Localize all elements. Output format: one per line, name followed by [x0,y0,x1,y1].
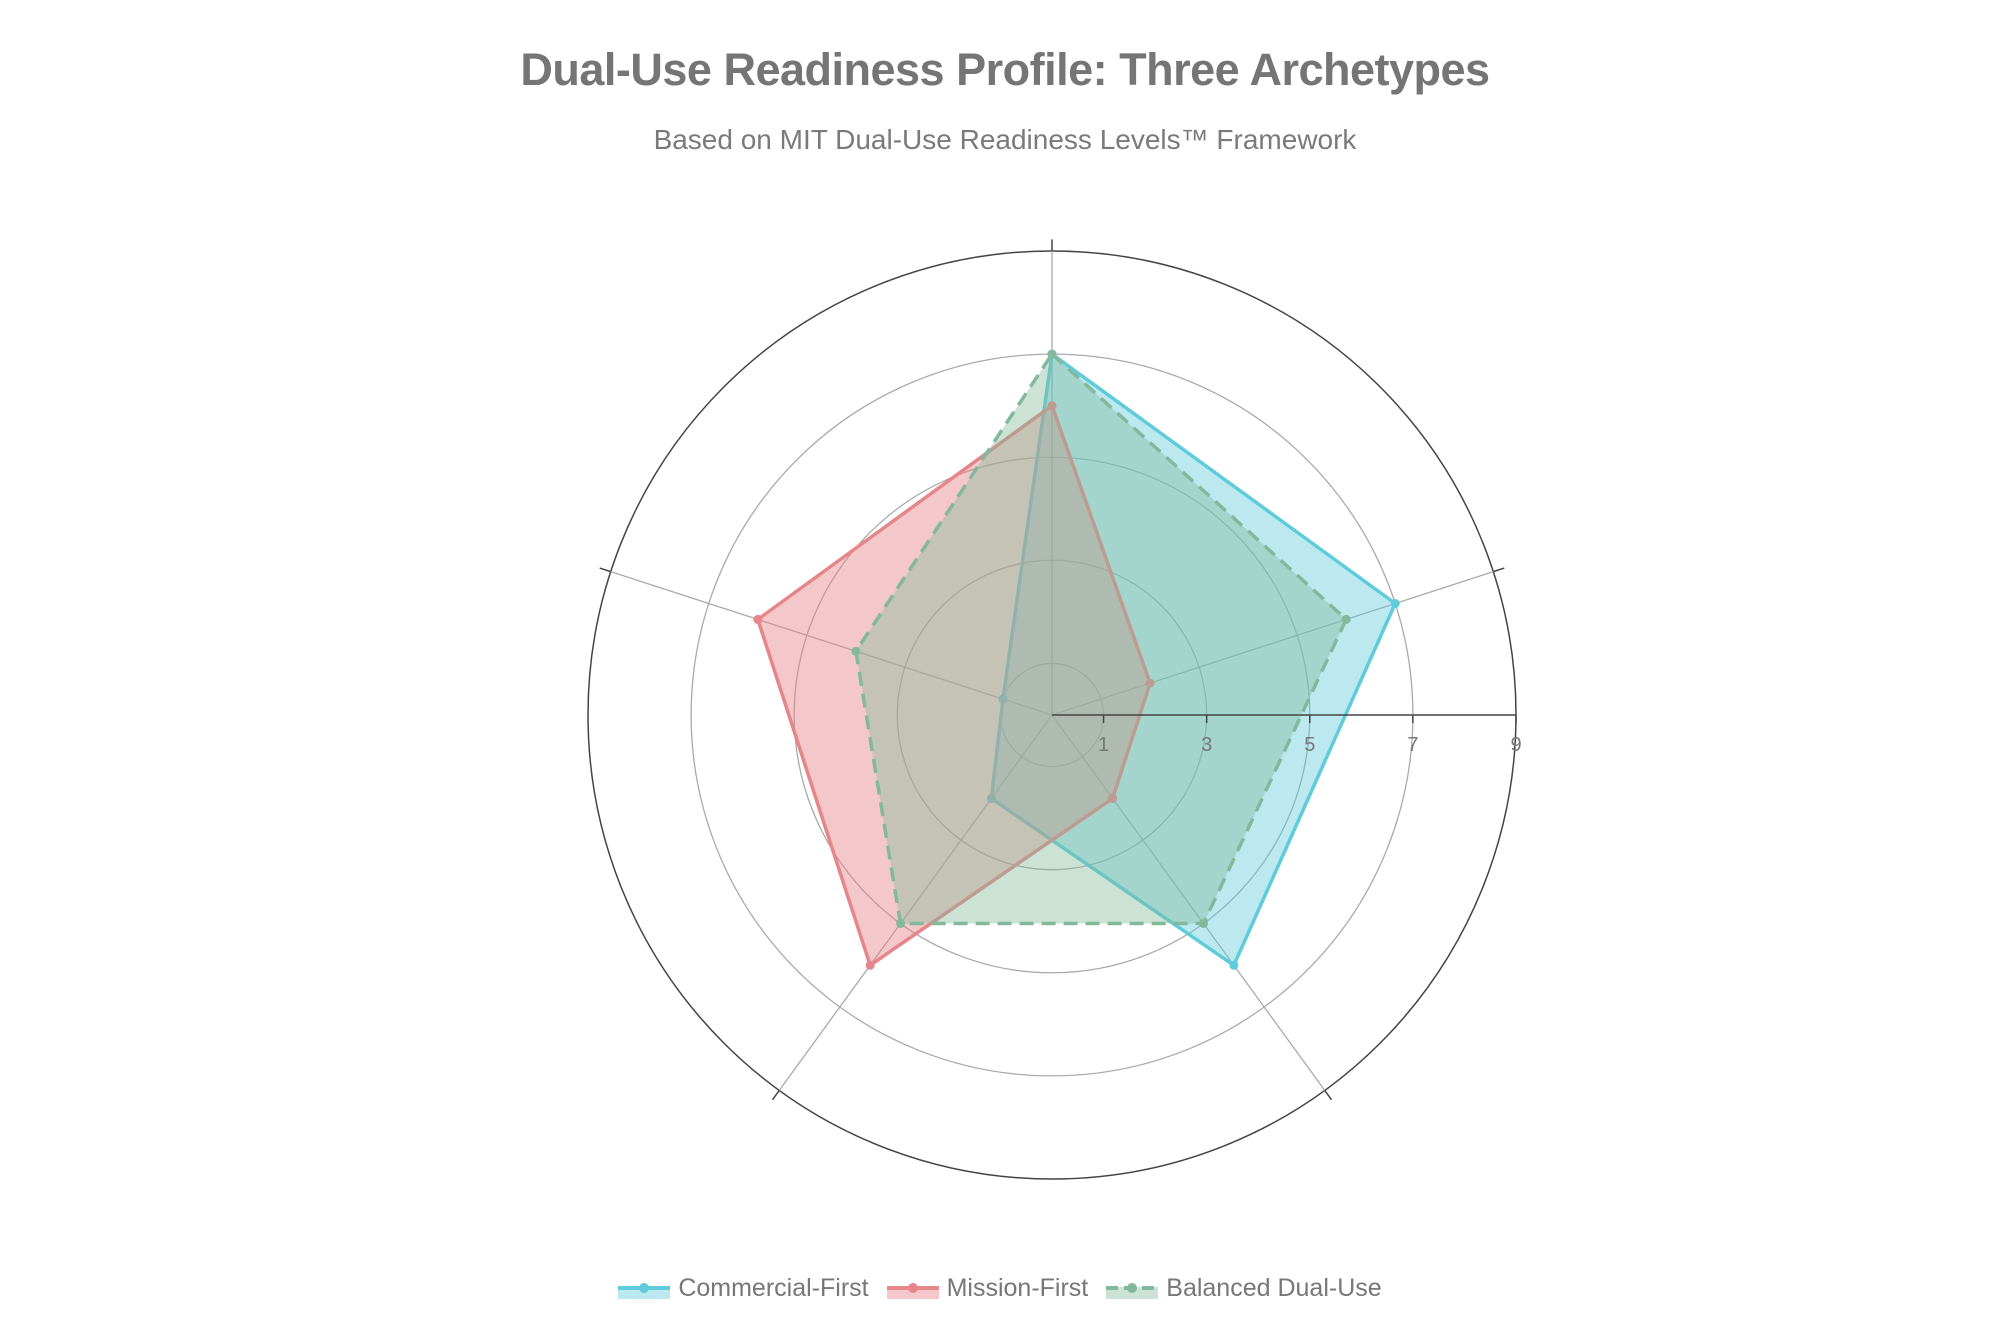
data-point [986,793,996,803]
angular-gridline [610,570,1053,716]
data-point [851,646,861,656]
legend-item-balanced-dual-use[interactable]: Balanced Dual-Use [1106,1274,1382,1303]
legend-swatch-icon [618,1282,671,1299]
angular-gridline [778,714,1053,1091]
angular-tick [771,1089,780,1101]
legend-item-commercial-first[interactable]: Commercial-First [618,1274,869,1303]
angular-tick [1493,567,1505,573]
angular-gridline [1051,714,1326,1091]
series-line-1 [756,403,1152,968]
series-area-1 [757,405,1151,966]
data-point [1108,793,1118,803]
radial-tick-label: 1 [1098,734,1109,756]
legend-label: Balanced Dual-Use [1166,1274,1382,1302]
legend-swatch-icon [1106,1282,1159,1299]
data-point [1047,349,1057,359]
legend-label: Commercial-First [678,1274,869,1302]
data-point [1341,614,1351,624]
data-point [1229,960,1239,970]
legend-label: Mission-First [946,1274,1089,1302]
legend: Commercial-First Mission-First Balanced … [0,1274,2000,1303]
data-point [1199,919,1209,929]
legend-marker [907,1282,918,1293]
radial-tick-label: 7 [1407,734,1418,756]
radial-tick-label: 5 [1304,734,1315,756]
series-line-0 [989,352,1397,968]
legend-swatch-icon [886,1282,939,1299]
angular-tick [1324,1089,1333,1101]
legend-marker [1127,1282,1138,1293]
angular-tick [599,567,611,573]
data-point [895,919,905,929]
angular-gridline [1051,570,1494,716]
chart-title: Dual-Use Readiness Profile: Three Archet… [520,44,1490,95]
series-line-2 [854,352,1348,926]
legend-marker [639,1282,650,1293]
data-point [998,694,1008,704]
radial-tick-label: 3 [1201,734,1212,756]
data-point [753,614,763,624]
data-point [1047,401,1057,411]
legend-item-mission-first[interactable]: Mission-First [886,1274,1089,1303]
series-area-2 [855,354,1347,924]
chart-subtitle: Based on MIT Dual-Use Readiness Levels™ … [653,124,1357,155]
data-point [1390,598,1400,608]
data-point [865,960,875,970]
radial-tick-label: 9 [1510,734,1521,756]
data-point [1145,678,1155,688]
